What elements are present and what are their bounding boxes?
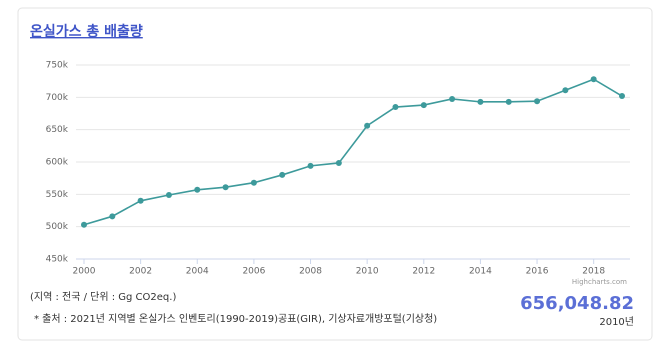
point	[81, 221, 87, 228]
point	[364, 122, 371, 129]
unit-note: (지역 : 전국 / 단위 : Gg CO2eq.)	[30, 290, 176, 303]
x-tick-label: 2000	[73, 267, 96, 277]
x-tick-label: 2012	[412, 267, 435, 277]
series-line	[83, 78, 623, 226]
highlight-period: 2010년	[599, 316, 634, 328]
point	[477, 98, 484, 105]
x-tick-label: 2008	[299, 267, 322, 277]
y-tick-label: 600k	[46, 158, 69, 168]
point	[505, 98, 512, 105]
y-tick-label: 550k	[46, 190, 69, 200]
source-note: * 출처 : 2021년 지역별 온실가스 인벤토리(1990-2019)공표(…	[34, 313, 437, 325]
point	[194, 186, 201, 193]
y-tick-label: 500k	[46, 222, 69, 232]
point	[222, 184, 229, 191]
point	[335, 159, 342, 166]
point	[590, 76, 597, 83]
chart-title: 온실가스 총 배출량	[30, 23, 143, 40]
y-tick-label: 650k	[46, 125, 69, 135]
highlight-value: 656,048.82	[520, 293, 634, 314]
point	[165, 191, 172, 198]
point	[619, 93, 625, 100]
point	[420, 102, 427, 109]
x-tick-label: 2014	[469, 267, 492, 277]
y-tick-label: 700k	[46, 93, 69, 103]
card	[17, 7, 653, 341]
credit: Highcharts.com	[572, 278, 627, 286]
x-tick-label: 2004	[186, 267, 209, 277]
y-tick-label: 450k	[46, 255, 69, 265]
point	[137, 197, 144, 204]
point	[449, 95, 456, 102]
x-tick-label: 2016	[526, 267, 549, 277]
x-tick-label: 2002	[129, 267, 152, 277]
point	[562, 87, 569, 94]
point	[534, 98, 541, 105]
x-tick-label: 2018	[582, 267, 605, 277]
point	[250, 179, 257, 186]
point	[109, 213, 116, 220]
point	[392, 104, 399, 111]
point	[307, 162, 314, 169]
point	[279, 171, 286, 178]
x-tick-label: 2006	[242, 267, 265, 277]
x-tick-label: 2010	[356, 267, 379, 277]
y-tick-label: 750k	[46, 61, 69, 71]
